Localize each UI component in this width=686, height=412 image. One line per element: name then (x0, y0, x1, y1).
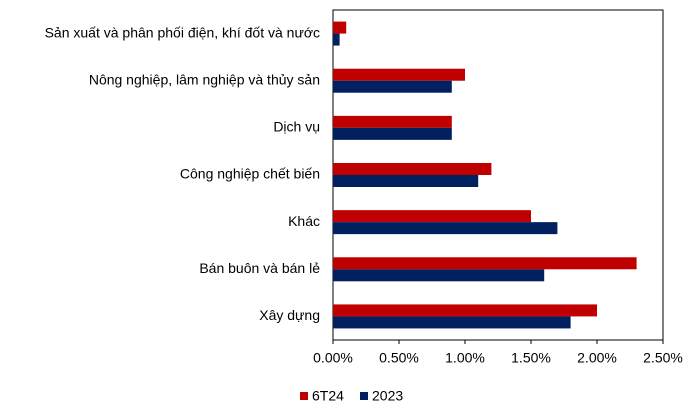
bar (333, 163, 492, 175)
legend-swatch (300, 392, 308, 400)
legend-label: 6T24 (312, 388, 344, 404)
x-tick-label: 1.00% (445, 350, 485, 366)
x-tick-label: 1.50% (511, 350, 551, 366)
bar (333, 222, 558, 235)
bar (333, 269, 545, 282)
bar (333, 175, 479, 187)
bar (333, 33, 340, 46)
x-tick-label: 2.00% (577, 350, 617, 366)
x-tick-label: 2.50% (643, 350, 683, 366)
bar (333, 21, 347, 34)
x-tick-label: 0.00% (313, 350, 353, 366)
y-tick-label: Xây dựng (259, 307, 320, 323)
y-tick-label: Nông nghiệp, lâm nghiệp và thủy sản (89, 71, 320, 87)
legend-swatch (360, 392, 368, 400)
bar (333, 127, 452, 140)
bar (333, 80, 452, 93)
y-tick-label: Sản xuất và phân phối điện, khí đốt và n… (45, 24, 320, 40)
bar (333, 316, 571, 329)
legend-label: 2023 (372, 388, 403, 404)
x-tick-label: 0.50% (379, 350, 419, 366)
y-tick-label: Công nghiệp chết biến (180, 166, 320, 182)
y-tick-label: Khác (288, 213, 320, 229)
bar (333, 68, 465, 81)
y-tick-label: Dịch vụ (273, 119, 320, 135)
y-tick-label: Bán buôn và bán lẻ (199, 260, 320, 276)
bar (333, 257, 637, 270)
bar (333, 210, 531, 223)
bar (333, 304, 597, 317)
bar (333, 115, 452, 128)
